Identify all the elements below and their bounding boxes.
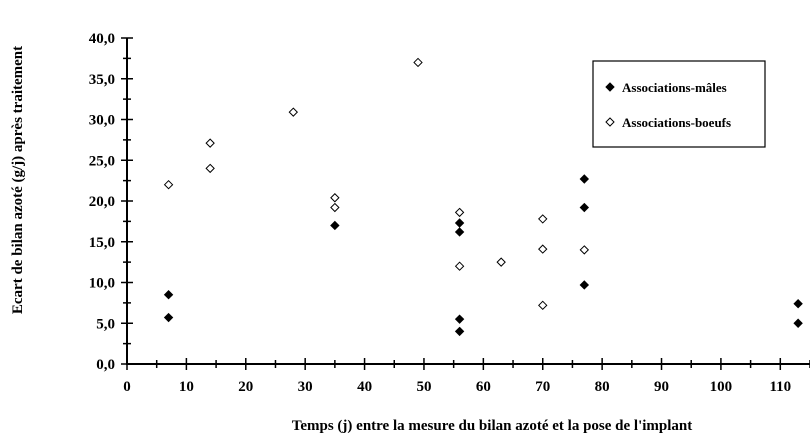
y-axis-title: Ecart de bilan azoté (g/j) après traitem…: [10, 46, 26, 314]
legend-marker-males: [605, 82, 615, 92]
x-axis-ticks: 0 10 20 30 40 50 60 70 80 90 100 110: [123, 358, 810, 395]
point-males: [163, 312, 174, 323]
x-tick-label: 60: [476, 379, 491, 395]
x-tick-label: 90: [654, 379, 669, 395]
x-tick-label: 70: [535, 379, 550, 395]
y-tick-label: 15,0: [89, 235, 115, 251]
point-boeufs: [538, 244, 548, 254]
point-males: [454, 326, 465, 337]
legend-label-males: Associations-mâles: [622, 80, 727, 95]
point-boeufs: [163, 179, 174, 190]
point-males: [579, 174, 590, 184]
legend-marker-boeufs: [605, 117, 615, 127]
legend: Associations-mâles Associations-boeufs: [592, 60, 766, 148]
point-boeufs: [205, 163, 215, 174]
point-males: [454, 227, 465, 237]
x-axis-title: Temps (j) entre la mesure du bilan azoté…: [292, 418, 693, 434]
point-males: [579, 202, 590, 213]
legend-label-boeufs: Associations-boeufs: [622, 115, 731, 130]
x-tick-label: 40: [357, 379, 372, 395]
point-boeufs: [538, 300, 548, 311]
point-males: [793, 298, 803, 309]
y-tick-label: 5,0: [96, 316, 115, 332]
y-axis-ticks: 0,0 5,0 10,0 15,0 20,0 25,0 30,0 35,0 40,0: [89, 31, 133, 373]
y-tick-label: 10,0: [89, 276, 115, 292]
x-tick-label: 20: [238, 379, 253, 395]
y-tick-label: 40,0: [89, 31, 115, 47]
data-points: [163, 57, 803, 337]
y-tick-label: 0,0: [96, 357, 115, 373]
x-tick-label: 80: [595, 379, 610, 395]
point-boeufs: [330, 193, 340, 203]
point-males: [454, 314, 465, 324]
point-boeufs: [205, 138, 215, 148]
point-males: [163, 290, 174, 300]
x-tick-label: 100: [710, 379, 733, 395]
x-tick-label: 110: [769, 379, 791, 395]
point-boeufs: [538, 214, 548, 224]
point-boeufs: [330, 202, 340, 213]
x-tick-label: 10: [179, 379, 194, 395]
point-males: [454, 218, 465, 228]
x-tick-label: 50: [416, 379, 431, 395]
y-tick-label: 30,0: [89, 113, 115, 129]
point-boeufs: [579, 245, 590, 255]
point-males: [579, 280, 590, 290]
point-boeufs: [496, 257, 506, 267]
y-tick-label: 20,0: [89, 194, 115, 210]
point-boeufs: [413, 57, 423, 68]
point-boeufs: [454, 207, 465, 218]
legend-box: [592, 60, 766, 148]
point-boeufs: [454, 261, 465, 271]
y-tick-label: 35,0: [89, 72, 115, 88]
point-males: [330, 220, 340, 231]
y-tick-label: 25,0: [89, 153, 115, 169]
x-tick-label: 0: [123, 379, 131, 395]
point-boeufs: [288, 107, 299, 117]
point-males: [793, 318, 803, 328]
x-tick-label: 30: [298, 379, 313, 395]
